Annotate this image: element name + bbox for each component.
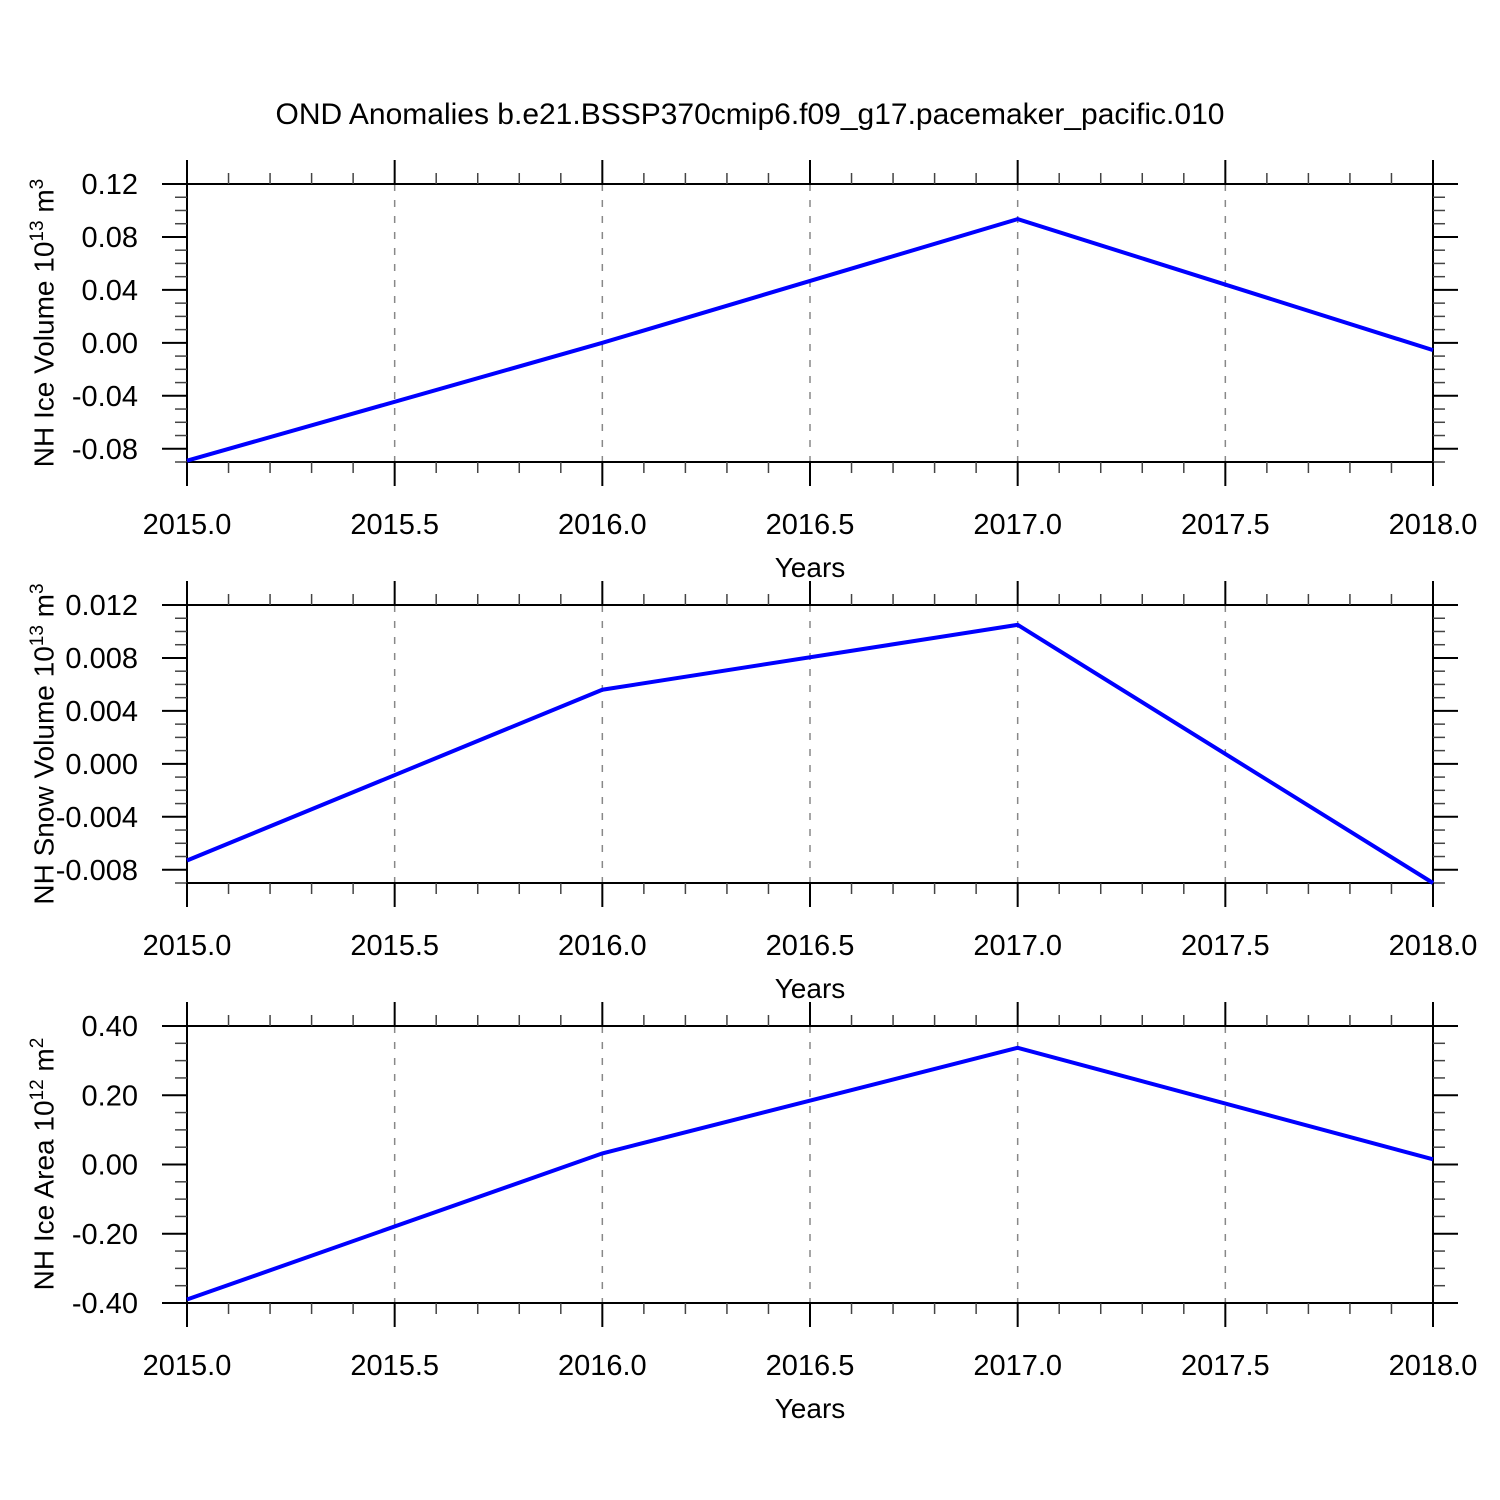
y-axis-title-exponent: 13	[27, 625, 48, 647]
x-tick-label: 2016.0	[558, 1350, 647, 1382]
x-tick-label: 2017.5	[1181, 509, 1270, 541]
x-tick-label: 2017.0	[973, 509, 1062, 541]
y-tick-label: -0.08	[72, 434, 138, 466]
y-axis-title-unit-exponent: 3	[27, 178, 48, 190]
y-axis-title-text: NH Snow Volume 10	[28, 646, 60, 905]
y-axis-title-text: NH Ice Area 10	[28, 1100, 60, 1291]
x-tick-label: 2017.0	[973, 1350, 1062, 1382]
x-tick-label: 2016.0	[558, 509, 647, 541]
y-axis-title-unit-exponent: 2	[27, 1037, 48, 1049]
y-tick-label: 0.00	[82, 1150, 138, 1182]
y-axis-title-text: NH Ice Volume 10	[28, 241, 60, 468]
x-tick-label: 2016.5	[766, 509, 855, 541]
y-axis-title-unit: m	[28, 593, 60, 626]
subplot-1-x-axis-title: Years	[774, 552, 846, 583]
x-tick-label: 2015.0	[143, 930, 232, 962]
x-tick-label: 2017.5	[1181, 1350, 1270, 1382]
x-tick-label: 2016.0	[558, 930, 647, 962]
y-tick-label: 0.008	[65, 643, 138, 675]
y-axis-title-unit: m	[28, 189, 60, 221]
subplot-3-x-axis-title: Years	[774, 1393, 846, 1424]
data-line-nh-ice-area	[186, 1045, 1434, 1302]
y-tick-label: 0.08	[82, 222, 138, 254]
y-axis-title-unit-exponent: 3	[27, 583, 48, 594]
data-line-nh-ice-volume	[186, 216, 1434, 463]
y-tick-label: 0.00	[82, 328, 138, 360]
x-tick-label: 2015.5	[350, 509, 439, 541]
y-tick-label: 0.012	[65, 590, 138, 622]
x-tick-label: 2018.0	[1389, 1350, 1478, 1382]
subplot-3-y-axis-title: NH Ice Area 1012 m2	[18, 914, 60, 1414]
chart-title: OND Anomalies b.e21.BSSP370cmip6.f09_g17…	[275, 98, 1225, 131]
x-tick-label: 2016.5	[766, 1350, 855, 1382]
data-line-nh-snow-volume	[186, 622, 1435, 885]
x-tick-label: 2018.0	[1389, 509, 1478, 541]
y-tick-label: -0.004	[56, 802, 138, 834]
x-tick-label: 2017.0	[973, 930, 1062, 962]
y-tick-label: 0.04	[82, 275, 138, 307]
y-tick-label: 0.20	[82, 1080, 138, 1112]
x-tick-label: 2017.5	[1181, 930, 1270, 962]
y-axis-title-exponent: 12	[27, 1079, 48, 1101]
y-tick-label: 0.000	[65, 749, 138, 781]
x-tick-label: 2015.5	[350, 930, 439, 962]
y-tick-label: -0.008	[56, 855, 138, 887]
y-axis-title-exponent: 13	[27, 220, 48, 242]
x-tick-label: 2016.5	[766, 930, 855, 962]
x-tick-label: 2015.0	[143, 1350, 232, 1382]
y-tick-label: 0.004	[65, 696, 138, 728]
y-axis-title-unit: m	[28, 1048, 60, 1080]
subplot-2-x-axis-title: Years	[774, 973, 846, 1004]
y-tick-label: -0.04	[72, 381, 138, 413]
x-tick-label: 2018.0	[1389, 930, 1478, 962]
y-tick-label: -0.20	[72, 1219, 138, 1251]
y-tick-label: 0.40	[82, 1011, 138, 1043]
y-tick-label: -0.40	[72, 1288, 138, 1320]
y-tick-label: 0.12	[82, 169, 138, 201]
x-tick-label: 2015.5	[350, 1350, 439, 1382]
x-tick-label: 2015.0	[143, 509, 232, 541]
